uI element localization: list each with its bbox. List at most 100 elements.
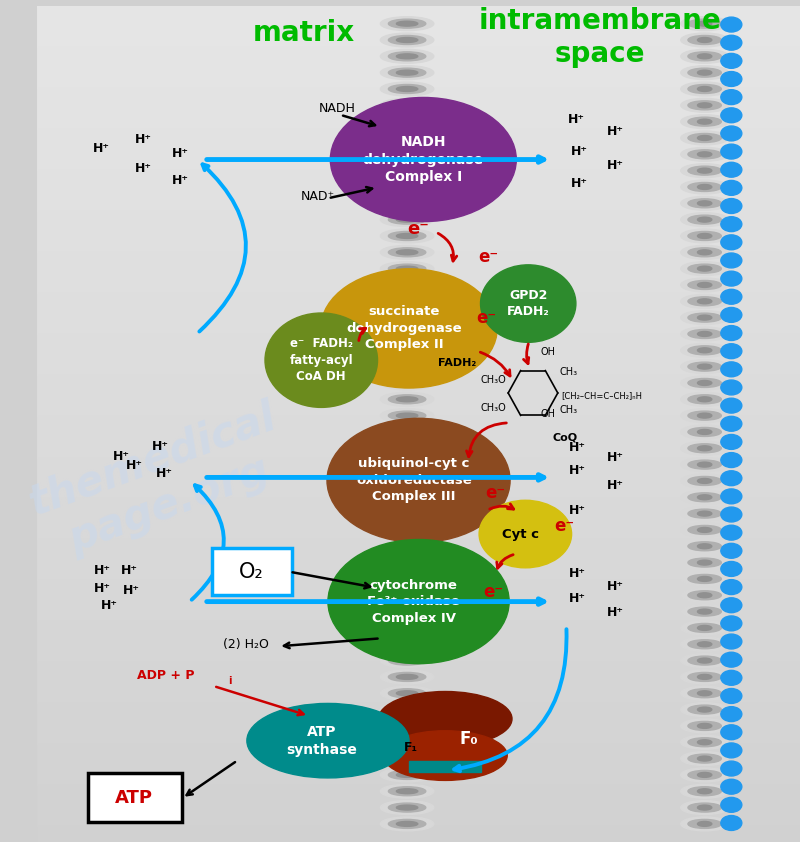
Bar (37, 554, 800, 555)
Ellipse shape (389, 558, 426, 568)
Bar (37, 466, 800, 467)
Ellipse shape (688, 395, 722, 404)
Ellipse shape (389, 216, 426, 224)
Ellipse shape (389, 313, 426, 322)
Bar (37, 118, 800, 119)
Bar (37, 575, 800, 576)
Ellipse shape (681, 196, 729, 210)
Ellipse shape (721, 453, 742, 467)
Ellipse shape (397, 136, 418, 141)
Bar (37, 261, 800, 262)
Bar (37, 410, 800, 411)
Ellipse shape (688, 313, 722, 322)
Ellipse shape (698, 609, 712, 614)
Bar (37, 558, 800, 559)
Text: e⁻: e⁻ (408, 220, 430, 238)
Ellipse shape (721, 525, 742, 540)
Bar (37, 649, 800, 650)
Ellipse shape (721, 90, 742, 104)
Bar (37, 62, 800, 63)
Bar (37, 488, 800, 489)
Ellipse shape (698, 822, 712, 826)
Ellipse shape (397, 54, 418, 59)
Bar (37, 57, 800, 58)
Bar (37, 471, 800, 472)
Bar (37, 445, 800, 446)
Bar (37, 289, 800, 290)
Bar (37, 573, 800, 575)
Bar (37, 21, 800, 23)
Ellipse shape (380, 66, 434, 80)
Bar (37, 31, 800, 32)
Bar (37, 798, 800, 799)
Bar (37, 542, 800, 543)
Bar (37, 505, 800, 506)
Ellipse shape (380, 507, 434, 520)
Bar (37, 440, 800, 442)
Bar (37, 604, 800, 605)
Ellipse shape (397, 184, 418, 189)
Ellipse shape (721, 144, 742, 159)
Bar (37, 561, 800, 562)
Text: H⁺: H⁺ (123, 584, 140, 597)
Bar (37, 748, 800, 749)
Bar (37, 678, 800, 679)
Ellipse shape (721, 380, 742, 395)
Bar (37, 537, 800, 538)
Bar (37, 170, 800, 172)
Ellipse shape (688, 378, 722, 387)
Bar (37, 32, 800, 34)
Bar (37, 495, 800, 496)
Bar (37, 256, 800, 257)
Bar (37, 803, 800, 804)
Bar (37, 438, 800, 439)
Bar (37, 327, 800, 328)
Bar (37, 319, 800, 321)
Bar (37, 824, 800, 825)
Bar (37, 623, 800, 625)
Bar (37, 169, 800, 170)
Bar (37, 106, 800, 107)
Ellipse shape (721, 216, 742, 232)
Ellipse shape (698, 577, 712, 581)
Bar (37, 36, 800, 37)
Bar (37, 39, 800, 40)
Bar (37, 778, 800, 780)
Bar (37, 76, 800, 77)
Bar (37, 291, 800, 293)
Text: FADH₂: FADH₂ (438, 358, 476, 368)
Bar (37, 529, 800, 530)
Text: H⁺: H⁺ (606, 125, 623, 138)
Bar (37, 248, 800, 249)
Bar (37, 293, 800, 294)
Bar (37, 177, 800, 178)
Bar (37, 88, 800, 89)
Bar (37, 838, 800, 839)
Bar (37, 73, 800, 74)
Text: H⁺: H⁺ (135, 133, 152, 146)
Text: H⁺: H⁺ (606, 479, 623, 493)
Bar (37, 673, 800, 674)
Ellipse shape (688, 117, 722, 126)
Ellipse shape (721, 434, 742, 450)
Bar (37, 828, 800, 829)
Bar (37, 398, 800, 399)
Ellipse shape (389, 803, 426, 812)
Ellipse shape (397, 805, 418, 810)
Bar (37, 403, 800, 404)
Bar (37, 567, 800, 568)
Bar (37, 443, 800, 444)
Bar (37, 638, 800, 639)
Bar (37, 461, 800, 462)
Ellipse shape (698, 723, 712, 728)
Bar (37, 804, 800, 805)
Text: CH₃O: CH₃O (481, 402, 506, 413)
Ellipse shape (389, 19, 426, 28)
Bar (37, 113, 800, 114)
Bar (37, 311, 800, 312)
Bar (37, 238, 800, 239)
Bar (37, 512, 800, 513)
Ellipse shape (389, 591, 426, 600)
Bar (37, 626, 800, 627)
Ellipse shape (389, 493, 426, 502)
